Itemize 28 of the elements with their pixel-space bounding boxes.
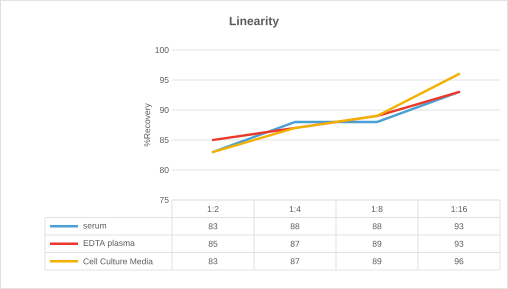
data-label: 87 [290, 258, 300, 264]
y-tick-label: 90 [160, 106, 169, 113]
y-axis-title: %Recovery [144, 103, 152, 146]
x-tick-label: 1:8 [372, 206, 383, 212]
legend-label: Cell Culture Media [83, 258, 153, 264]
legend-label: EDTA plasma [84, 240, 135, 248]
data-label: 88 [290, 223, 300, 230]
x-tick-label: 1:2 [208, 206, 218, 212]
data-label: 85 [208, 240, 218, 247]
data-label: 89 [372, 240, 382, 247]
y-tick-label: 100 [155, 46, 169, 53]
data-label: 83 [208, 223, 218, 230]
chart-title: Linearity [230, 16, 279, 28]
x-tick-label: 1:4 [290, 206, 301, 212]
y-tick-label: 95 [160, 76, 169, 83]
y-tick-label: 80 [160, 166, 169, 174]
line-series [212, 72, 460, 154]
y-tick-label: 75 [160, 197, 169, 203]
data-label: 93 [454, 240, 464, 247]
x-tick-label: 1:16 [451, 206, 467, 212]
data-label: 83 [208, 258, 218, 264]
y-tick-label: 85 [160, 136, 169, 143]
data-label: 87 [290, 240, 300, 247]
data-label: 89 [372, 258, 382, 264]
data-label: 93 [454, 223, 464, 230]
data-label: 96 [454, 258, 464, 264]
legend-label: serum [83, 224, 106, 229]
data-label: 88 [372, 223, 382, 230]
